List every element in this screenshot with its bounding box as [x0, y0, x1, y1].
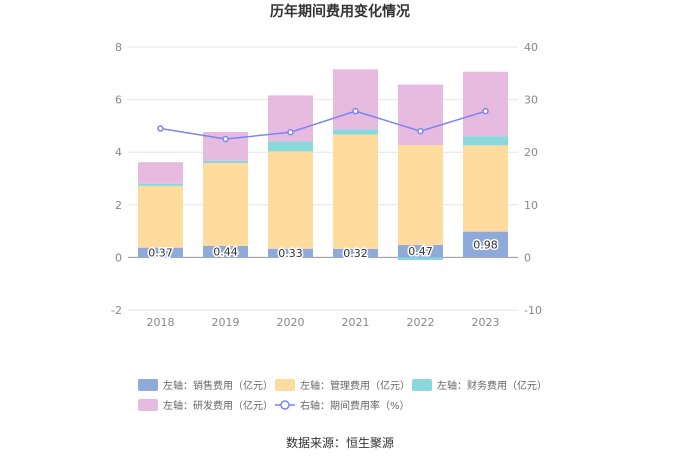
bar-2022-s0: [398, 245, 443, 258]
x-tick-label: 2020: [277, 316, 305, 329]
right-tick-label: 20: [524, 146, 538, 159]
bar-2018-s1: [138, 185, 183, 248]
legend-label: 左轴：销售费用（亿元）: [163, 379, 273, 392]
bar-2019-s0: [203, 245, 248, 258]
legend-label: 左轴：管理费用（亿元）: [300, 379, 410, 392]
legend-swatch: [275, 379, 295, 391]
x-tick-label: 2019: [212, 316, 240, 329]
bar-2018-s0: [138, 247, 183, 258]
right-tick-label: -10: [524, 304, 542, 317]
data-label: 0.37: [148, 247, 173, 260]
bar-2021-s0: [333, 248, 378, 258]
chart-title: 历年期间费用变化情况: [270, 3, 410, 20]
bar-2020-s0: [268, 248, 313, 258]
left-tick-label: 0: [115, 251, 122, 264]
right-tick-label: 10: [524, 199, 538, 212]
left-tick-label: 4: [115, 146, 122, 159]
x-tick-label: 2022: [407, 316, 435, 329]
rate-point-2018: [157, 125, 164, 132]
right-tick-label: 0: [524, 251, 531, 264]
rate-point-2021: [352, 107, 359, 115]
bar-2020-s1: [268, 151, 313, 249]
bar-2018-s2: [138, 183, 183, 186]
rate-point-2022: [417, 127, 424, 135]
right-tick-label: 40: [524, 41, 538, 54]
right-axis: -10 0 10 20 30 40: [524, 41, 542, 317]
bar-2021-s3: [333, 69, 378, 130]
bar-2023-s0: [463, 231, 508, 258]
rate-point-2020: [287, 128, 294, 136]
legend: 左轴：销售费用（亿元） 左轴：管理费用（亿元） 左轴：财务费用（亿元） 左轴：研发费用…: [138, 379, 547, 412]
x-tick-label: 2023: [472, 316, 500, 329]
bar-2020-s2: [268, 141, 313, 152]
bar-2023-s1: [463, 145, 508, 232]
legend-swatch: [138, 399, 158, 411]
legend-label: 左轴：研发费用（亿元）: [163, 399, 273, 412]
bar-2019-s2: [203, 160, 248, 163]
rate-point-2023: [482, 107, 489, 115]
legend-label: 右轴：期间费用率（%）: [300, 399, 410, 412]
gridlines: [128, 46, 518, 311]
line-series: [157, 107, 489, 143]
bar-2022-s3: [398, 84, 443, 146]
legend-label: 左轴：财务费用（亿元）: [437, 379, 547, 392]
bar-2022-s1: [398, 145, 443, 246]
left-axis: -2 0 2 4 6 8: [111, 41, 122, 317]
legend-swatch: [138, 379, 158, 391]
x-tick-label: 2018: [147, 316, 175, 329]
data-label: 0.47: [408, 245, 433, 258]
bar-2022-s2: [398, 257, 443, 261]
right-tick-label: 30: [524, 94, 538, 107]
x-tick-label: 2021: [342, 316, 370, 329]
left-tick-label: -2: [111, 304, 122, 317]
bar-labels: 0.37 0.44 0.33 0.32 0.47 0.98: [147, 237, 500, 262]
bar-2018-s3: [138, 162, 183, 184]
rate-line: [160, 110, 486, 140]
bar-2019-s1: [203, 162, 248, 246]
data-label: 0.33: [278, 247, 303, 260]
left-tick-label: 8: [115, 41, 122, 54]
bars: [138, 69, 508, 261]
data-label: 0.44: [213, 246, 238, 259]
bar-2023-s2: [463, 136, 508, 146]
rate-point-2019: [222, 135, 229, 143]
data-label: 0.32: [343, 247, 368, 260]
bar-2021-s1: [333, 134, 378, 249]
bar-2023-s3: [463, 71, 508, 137]
legend-point-icon: [280, 400, 290, 410]
left-tick-label: 2: [115, 199, 122, 212]
data-label: 0.98: [473, 239, 498, 252]
left-tick-label: 6: [115, 94, 122, 107]
legend-swatch: [412, 379, 432, 391]
source-text: 数据来源：恒生聚源: [286, 435, 394, 450]
x-axis: 2018 2019 2020 2021 2022 2023: [128, 256, 518, 329]
bar-2021-s2: [333, 129, 378, 135]
